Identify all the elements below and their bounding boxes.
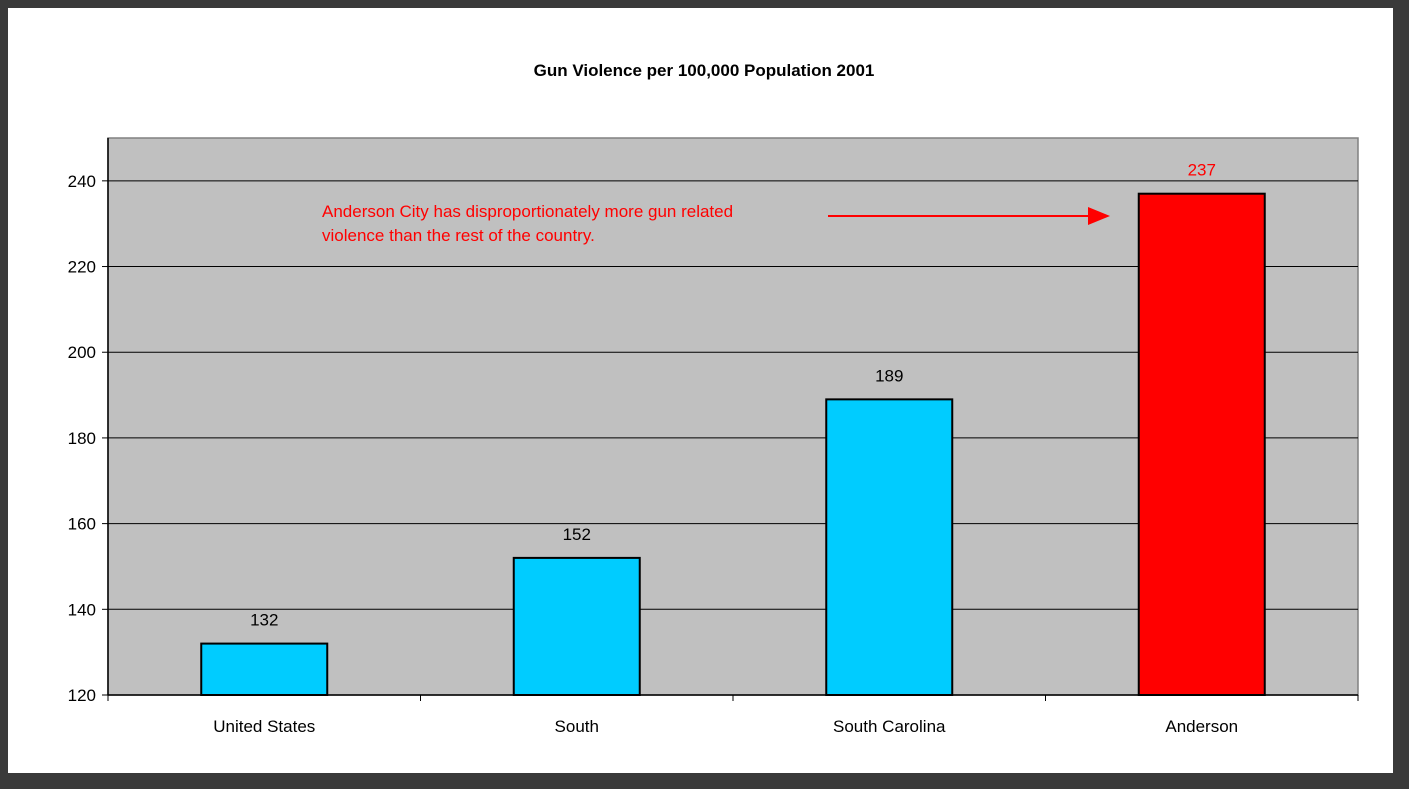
data-label: 237 bbox=[1188, 161, 1216, 180]
data-label: 189 bbox=[875, 366, 903, 385]
data-label: 152 bbox=[563, 525, 591, 544]
bar-south-carolina bbox=[825, 398, 954, 696]
bar-south bbox=[512, 556, 641, 697]
x-tick-label: United States bbox=[213, 717, 315, 736]
y-tick-label: 160 bbox=[68, 515, 96, 534]
y-tick-label: 240 bbox=[68, 172, 96, 191]
y-tick-label: 220 bbox=[68, 258, 96, 277]
annotation-text-line: violence than the rest of the country. bbox=[322, 226, 595, 245]
y-tick-label: 120 bbox=[68, 686, 96, 705]
data-label: 132 bbox=[250, 611, 278, 630]
annotation-text-line: Anderson City has disproportionately mor… bbox=[322, 202, 733, 221]
y-tick-label: 200 bbox=[68, 343, 96, 362]
bar-united-states bbox=[200, 642, 329, 696]
y-tick-label: 180 bbox=[68, 429, 96, 448]
x-tick-label: Anderson bbox=[1165, 717, 1238, 736]
chart-title: Gun Violence per 100,000 Population 2001 bbox=[534, 61, 875, 80]
y-tick-label: 140 bbox=[68, 600, 96, 619]
bar-anderson bbox=[1137, 192, 1266, 696]
x-tick-label: South bbox=[555, 717, 599, 736]
annotation-arrow-head bbox=[1088, 207, 1110, 225]
x-tick-label: South Carolina bbox=[833, 717, 946, 736]
